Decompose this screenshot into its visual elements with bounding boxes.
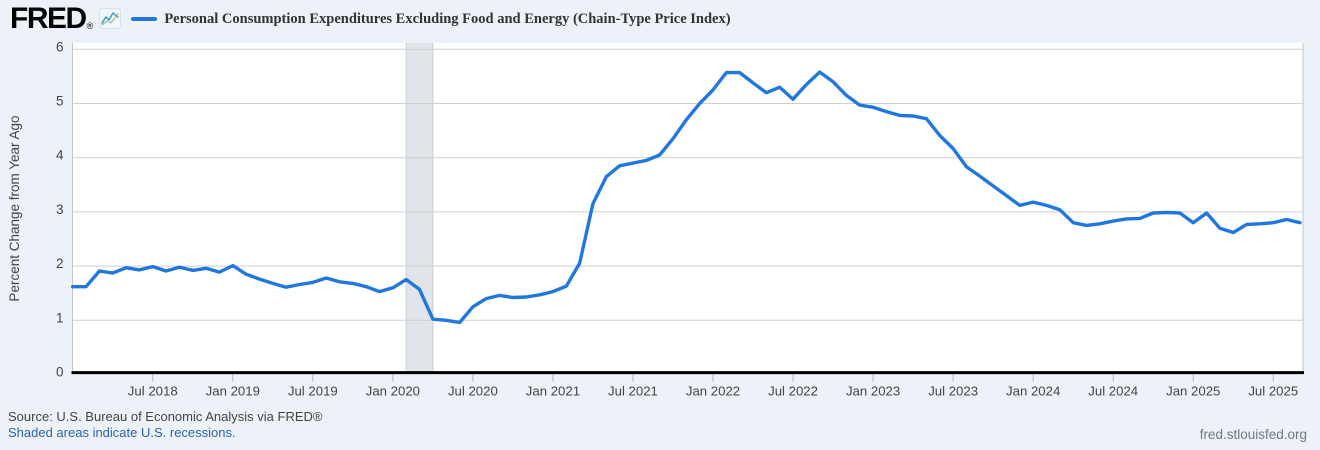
fred-graph-icon: [99, 7, 122, 29]
x-tick-label: Jul 2018: [128, 384, 178, 399]
fred-logo[interactable]: FRED ®: [10, 2, 94, 35]
x-tick-label: Jan 2022: [686, 384, 740, 399]
x-tick-label: Jul 2023: [928, 384, 978, 399]
chart-footer: Source: U.S. Bureau of Economic Analysis…: [8, 409, 322, 441]
x-tick-label: Jan 2023: [846, 384, 900, 399]
plot-area: [72, 43, 1303, 374]
y-tick-label: 5: [56, 94, 64, 109]
x-tick-label: Jul 2025: [1248, 384, 1298, 399]
fred-logo-text: FRED: [10, 2, 87, 35]
source-attribution: Source: U.S. Bureau of Economic Analysis…: [8, 409, 323, 424]
x-tick-label: Jan 2020: [366, 384, 420, 399]
x-tick-label: Jul 2021: [608, 384, 658, 399]
y-tick-label: 0: [56, 365, 64, 380]
x-tick-label: Jan 2024: [1006, 384, 1060, 399]
recession-band: [406, 43, 433, 374]
y-tick-label: 6: [56, 39, 64, 54]
y-tick-label: 1: [56, 310, 64, 325]
x-tick-label: Jul 2020: [448, 384, 498, 399]
x-tick-label: Jan 2019: [206, 384, 260, 399]
series-line[interactable]: [70, 70, 1302, 325]
registered-trademark: ®: [86, 21, 94, 31]
series-title: Personal Consumption Expenditures Exclud…: [164, 10, 731, 27]
y-tick-label: 2: [56, 256, 64, 271]
x-tick-label: Jul 2019: [288, 384, 338, 399]
recession-note-link[interactable]: Shaded areas indicate U.S. recessions.: [8, 425, 236, 440]
chart-header: FRED ® Personal Consumption Expenditures…: [10, 4, 731, 34]
y-axis-title: Percent Change from Year Ago: [7, 115, 22, 301]
x-tick-label: Jan 2021: [526, 384, 580, 399]
y-tick-label: 4: [56, 148, 64, 163]
x-tick-label: Jan 2025: [1166, 384, 1220, 399]
x-tick-label: Jul 2022: [768, 384, 818, 399]
series-legend-swatch: [131, 17, 158, 21]
x-tick-label: Jul 2024: [1088, 384, 1138, 399]
y-tick-label: 3: [56, 202, 64, 217]
site-url: fred.stlouisfed.org: [1199, 427, 1307, 442]
